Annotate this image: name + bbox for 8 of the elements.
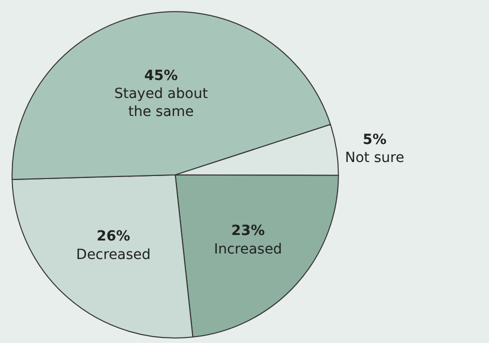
data-label: 26% xyxy=(96,228,130,245)
slice-label: Stayed about the same xyxy=(114,86,208,120)
slice-label: Increased xyxy=(214,241,282,258)
data-label: 23% xyxy=(231,223,265,240)
slice-label: Decreased xyxy=(76,246,151,263)
slice-label: Not sure xyxy=(345,150,404,166)
data-label: 45% xyxy=(144,68,178,84)
data-label: 5% xyxy=(362,132,386,148)
